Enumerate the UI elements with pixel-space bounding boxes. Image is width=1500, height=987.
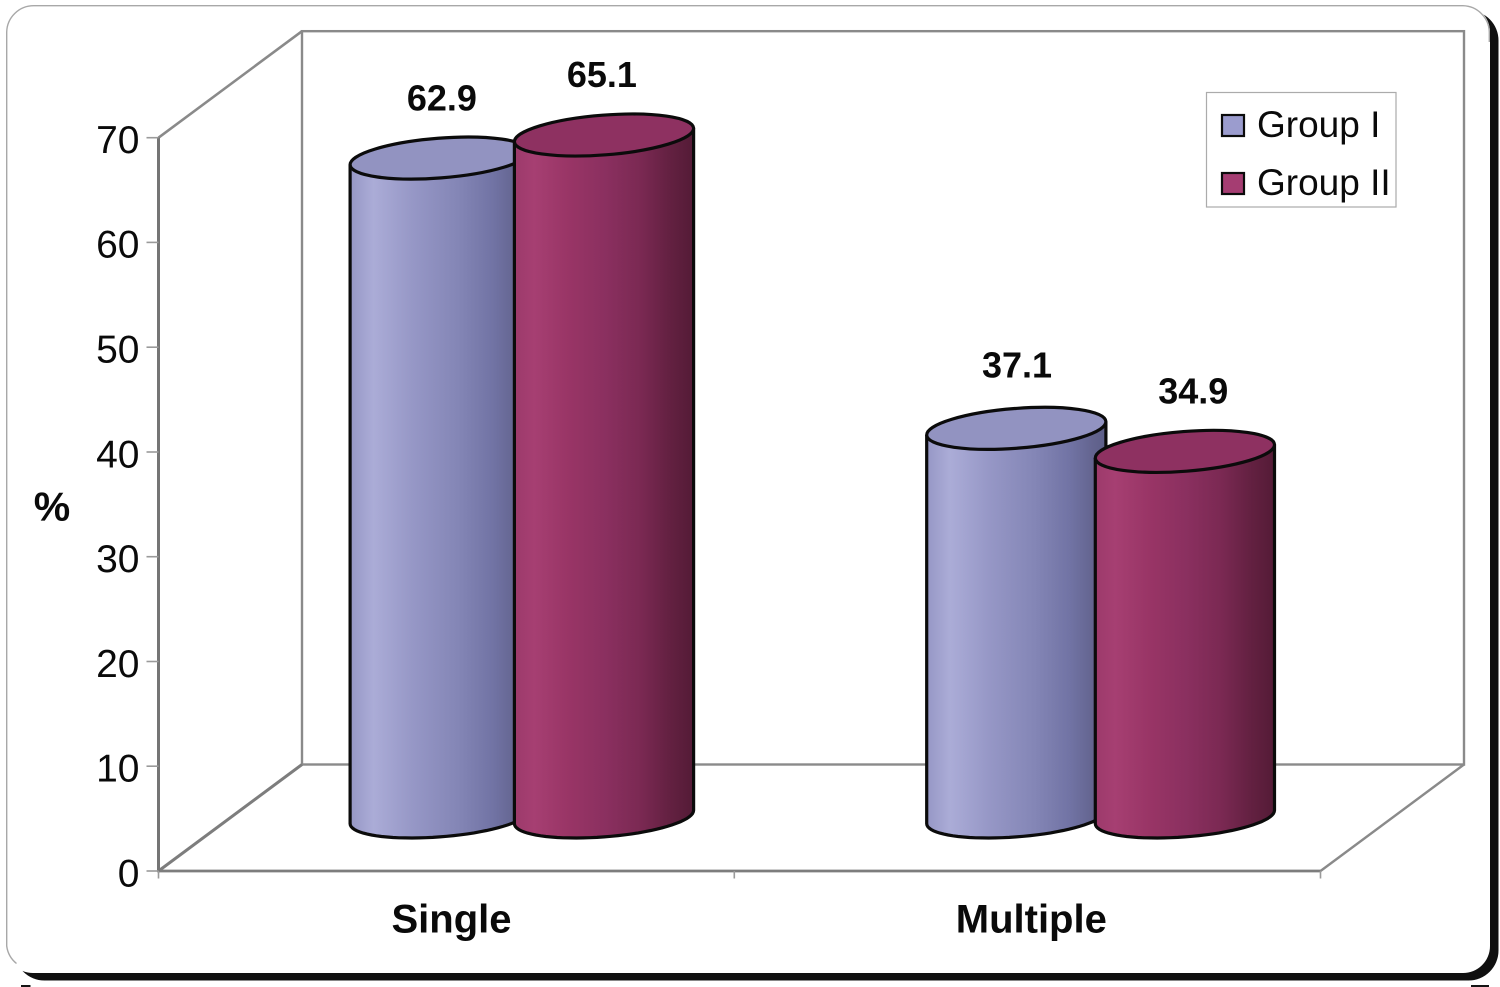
svg-text:10: 10 [96,748,139,791]
svg-text:50: 50 [96,329,139,372]
svg-text:62.9: 62.9 [407,78,477,119]
svg-text:60: 60 [96,224,139,267]
svg-text:0: 0 [118,852,140,895]
svg-text:37.1: 37.1 [982,345,1052,386]
svg-text:34.9: 34.9 [1158,371,1228,412]
svg-text:%: % [34,484,70,530]
svg-text:Group II: Group II [1257,162,1391,203]
svg-text:40: 40 [96,433,139,476]
svg-text:65.1: 65.1 [567,54,637,95]
svg-text:Single: Single [391,898,511,942]
svg-text:20: 20 [96,643,139,686]
svg-text:Multiple: Multiple [956,898,1107,942]
svg-text:70: 70 [96,119,139,162]
svg-text:Group I: Group I [1257,104,1380,145]
svg-text:30: 30 [96,538,139,581]
